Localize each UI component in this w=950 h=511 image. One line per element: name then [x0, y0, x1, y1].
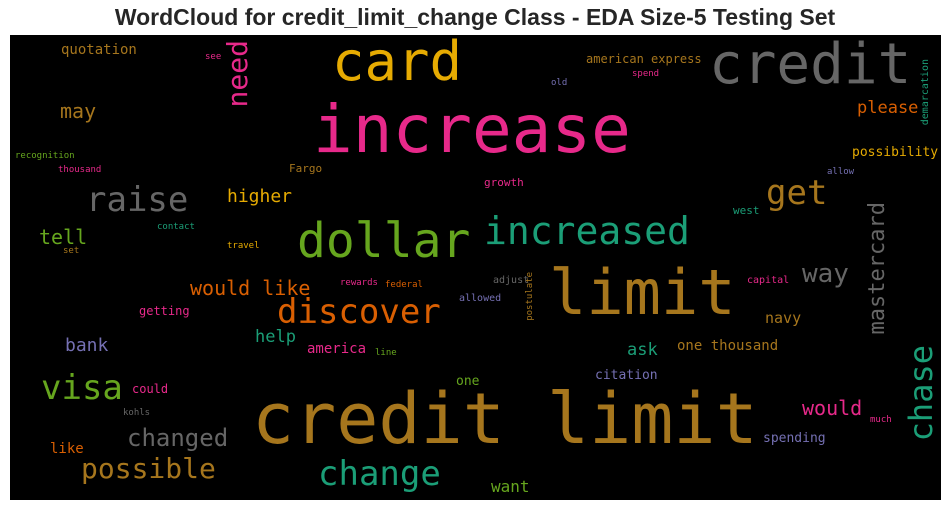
word-credit: credit	[709, 35, 912, 97]
word-capital: capital	[747, 275, 790, 286]
word-changed: changed	[127, 424, 229, 452]
word-may: may	[60, 99, 97, 123]
word-dollar: dollar	[297, 213, 471, 269]
word-set: set	[63, 246, 80, 256]
word-increase: increase	[313, 91, 631, 168]
word-spend: spend	[632, 69, 660, 79]
word-visa: visa	[41, 368, 123, 408]
word-limit: limit	[549, 256, 736, 329]
word-raise: raise	[86, 180, 189, 220]
word-would-like: would like	[190, 276, 311, 300]
word-tell: tell	[39, 225, 88, 249]
word-one: one	[456, 374, 480, 389]
word-like: like	[50, 441, 84, 457]
word-possibility: possibility	[852, 145, 939, 160]
word-could: could	[132, 382, 169, 396]
word-much: much	[870, 415, 892, 425]
word-america: america	[307, 341, 367, 357]
word-west: west	[733, 204, 760, 217]
word-citation: citation	[595, 368, 658, 383]
word-travel: travel	[227, 241, 260, 251]
word-line: line	[375, 348, 397, 358]
word-old: old	[551, 78, 568, 88]
word-change: change	[318, 454, 441, 494]
word-adjust: adjust	[493, 275, 530, 286]
word-possible: possible	[81, 452, 216, 485]
word-mastercard: mastercard	[865, 202, 890, 335]
word-want: want	[491, 477, 530, 496]
word-way: way	[802, 259, 849, 289]
word-rewards: rewards	[340, 278, 378, 288]
word-recognition: recognition	[15, 151, 75, 161]
word-fargo: Fargo	[289, 162, 323, 175]
word-postulate: postulate	[525, 272, 535, 321]
word-help: help	[255, 327, 296, 347]
word-would: would	[802, 396, 863, 420]
word-ask: ask	[627, 340, 658, 360]
word-quotation: quotation	[61, 42, 137, 58]
word-higher: higher	[227, 186, 293, 207]
word-navy: navy	[765, 309, 802, 327]
word-increased: increased	[484, 209, 690, 253]
word-thousand: thousand	[58, 165, 102, 175]
word-contact: contact	[157, 222, 195, 232]
word-one-thousand: one thousand	[677, 338, 779, 354]
word-allowed: allowed	[459, 293, 502, 304]
word-spending: spending	[763, 431, 826, 446]
word-see: see	[205, 52, 222, 62]
word-kohls: kohls	[123, 408, 151, 418]
word-american-express: american express	[586, 52, 702, 66]
chart-title: WordCloud for credit_limit_change Class …	[114, 4, 836, 30]
word-growth: growth	[484, 176, 524, 189]
word-demarcation: demarcation	[920, 59, 931, 126]
word-get: get	[766, 173, 828, 213]
wordcloud-canvas: increase credit limit limit credit card …	[10, 35, 941, 500]
word-please: please	[857, 98, 919, 118]
word-allow: allow	[827, 167, 855, 177]
word-credit-limit: credit limit	[252, 378, 758, 460]
word-chase: chase	[902, 345, 940, 442]
word-getting: getting	[139, 304, 190, 318]
word-bank: bank	[65, 335, 109, 356]
word-card: card	[332, 35, 463, 93]
word-need: need	[221, 40, 254, 108]
word-discover: discover	[277, 292, 441, 332]
word-federal: federal	[385, 280, 423, 290]
